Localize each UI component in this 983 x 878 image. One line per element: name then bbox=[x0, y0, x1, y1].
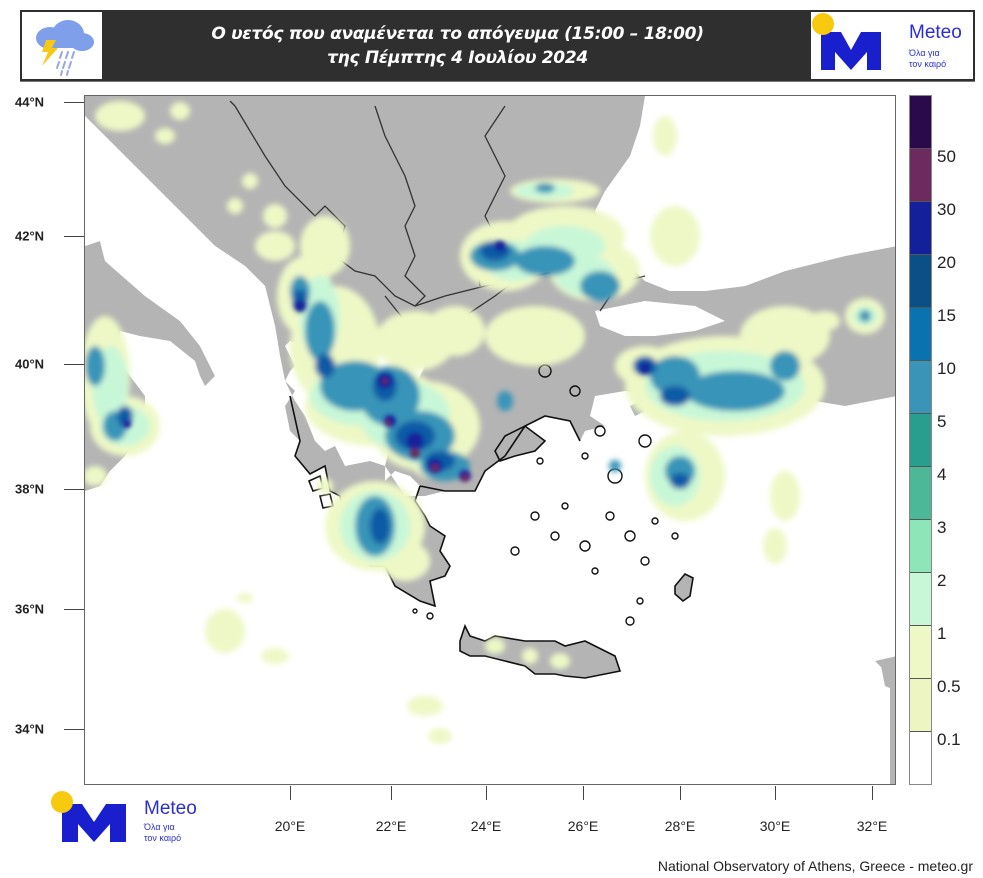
precipitation-peaks bbox=[123, 241, 650, 482]
header-banner: Ο υετός που αναμένεται το απόγευμα (15:0… bbox=[20, 10, 975, 82]
meteo-logo-top: Meteo Όλα για τον καιρό bbox=[811, 12, 973, 79]
colorbar-label: 1 bbox=[937, 624, 947, 643]
colorbar-segment bbox=[910, 732, 931, 784]
logo-tagline: Όλα για τον καιρό bbox=[909, 48, 946, 70]
lon-label: 24°E bbox=[470, 818, 502, 834]
colorbar-segment bbox=[910, 573, 931, 626]
coastlines bbox=[289, 395, 694, 679]
colorbar-label: 0.5 bbox=[937, 677, 961, 696]
logo-name: Meteo bbox=[144, 798, 197, 819]
colorbar-label: 2 bbox=[937, 571, 947, 590]
colorbar-segment bbox=[910, 414, 931, 467]
precipitation-field bbox=[85, 101, 885, 744]
logo-tagline-2: τον καιρό bbox=[909, 59, 947, 69]
lon-tick bbox=[290, 786, 291, 800]
logo-tagline-2: τον καιρό bbox=[144, 833, 182, 843]
lon-label: 30°E bbox=[759, 818, 791, 834]
colorbar-segment bbox=[910, 202, 931, 255]
lat-tick bbox=[64, 729, 84, 730]
map-canvas bbox=[85, 96, 895, 784]
colorbar-label: 15 bbox=[937, 306, 956, 325]
lon-label: 32°E bbox=[856, 818, 888, 834]
lon-tick bbox=[775, 786, 776, 800]
colorbar-label: 0.1 bbox=[937, 730, 961, 749]
logo-tagline-1: Όλα για bbox=[909, 48, 940, 58]
colorbar-label: 50 bbox=[937, 147, 956, 166]
lon-tick bbox=[583, 786, 584, 800]
colorbar-legend bbox=[909, 95, 932, 785]
adriatic-sea bbox=[85, 116, 290, 496]
lat-label: 34°N bbox=[15, 721, 45, 737]
lon-tick bbox=[486, 786, 487, 800]
colorbar-label: 20 bbox=[937, 253, 956, 272]
lon-tick bbox=[872, 786, 873, 800]
weather-icon-box bbox=[22, 12, 102, 79]
lat-label: 44°N bbox=[15, 94, 45, 110]
lon-label: 28°E bbox=[664, 818, 696, 834]
colorbar-segment bbox=[910, 255, 931, 308]
lat-label: 38°N bbox=[15, 481, 45, 497]
colorbar-segment bbox=[910, 361, 931, 414]
meteo-m-logo-icon bbox=[812, 13, 881, 70]
logo-name: Meteo bbox=[909, 22, 962, 43]
aegean-islands bbox=[412, 364, 679, 626]
logo-tagline: Όλα για τον καιρό bbox=[144, 822, 181, 844]
lat-tick bbox=[64, 489, 84, 490]
colorbar-label: 30 bbox=[937, 200, 956, 219]
logo-tagline-1: Όλα για bbox=[144, 822, 175, 832]
colorbar-label: 5 bbox=[937, 412, 947, 431]
lat-label: 42°N bbox=[15, 228, 45, 244]
thunderstorm-rain-icon bbox=[36, 20, 94, 76]
lon-label: 20°E bbox=[274, 818, 306, 834]
page-title: Ο υετός που αναμένεται το απόγευμα (15:0… bbox=[110, 10, 805, 81]
colorbar-label: 10 bbox=[937, 359, 956, 378]
meteo-m-logo-icon bbox=[51, 791, 126, 842]
colorbar-segment bbox=[910, 679, 931, 732]
colorbar-segment bbox=[910, 308, 931, 361]
colorbar-segment bbox=[910, 626, 931, 679]
precipitation-map bbox=[84, 95, 896, 785]
lat-tick bbox=[64, 609, 84, 610]
title-line-1: Ο υετός που αναμένεται το απόγευμα (15:0… bbox=[211, 23, 704, 44]
colorbar-label: 3 bbox=[937, 518, 947, 537]
credit-text: National Observatory of Athens, Greece -… bbox=[657, 858, 973, 874]
colorbar-segment bbox=[910, 149, 931, 202]
lon-tick bbox=[680, 786, 681, 800]
colorbar-segment bbox=[910, 520, 931, 573]
lon-tick bbox=[391, 786, 392, 800]
lat-tick bbox=[64, 364, 84, 365]
lon-label: 22°E bbox=[375, 818, 407, 834]
colorbar-segment bbox=[910, 96, 931, 149]
lon-label: 26°E bbox=[567, 818, 599, 834]
sea-of-marmara bbox=[595, 301, 725, 336]
lat-tick bbox=[64, 236, 84, 237]
colorbar-segment bbox=[910, 467, 931, 520]
lat-label: 40°N bbox=[15, 356, 45, 372]
colorbar-label: 4 bbox=[937, 465, 947, 484]
meteo-logo-bottom: Meteo Όλα για τον καιρό bbox=[48, 790, 218, 850]
lat-label: 36°N bbox=[15, 601, 45, 617]
lat-tick bbox=[64, 102, 84, 103]
title-line-2: της Πέμπτης 4 Ιουλίου 2024 bbox=[327, 47, 588, 68]
